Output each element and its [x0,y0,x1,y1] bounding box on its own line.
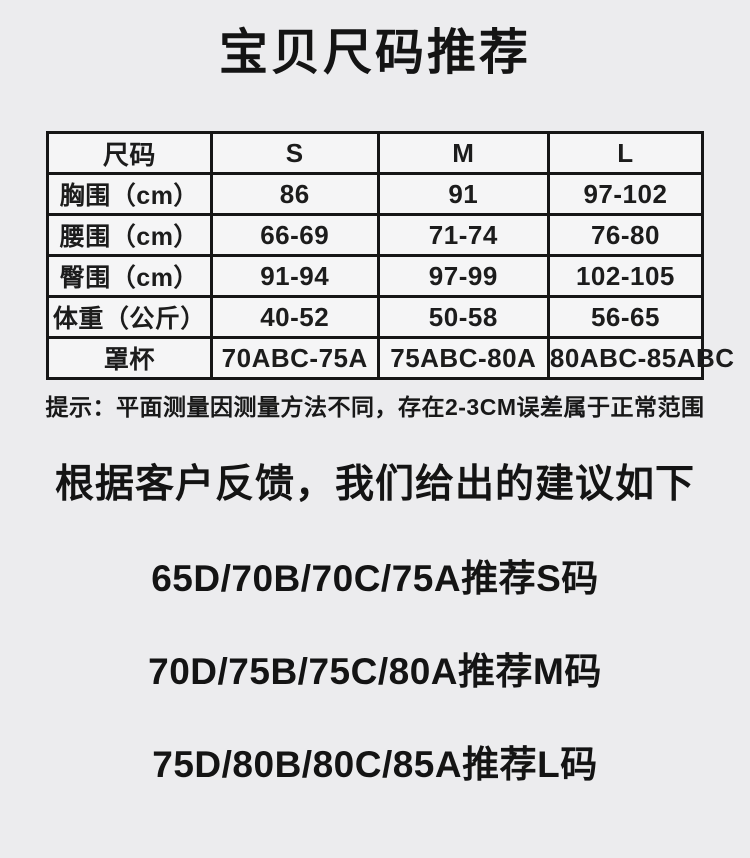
cell-weight-s: 40-52 [209,295,380,339]
measurement-tip-note: 提示：平面测量因测量方法不同，存在2-3CM误差属于正常范围 [45,394,705,420]
row-label-weight: 体重（公斤） [46,295,213,339]
cell-cup-s: 70ABC-75A [209,336,380,380]
recommendation-size-s: 65D/70B/70C/75A推荐S码 [151,558,599,599]
cell-waist-l: 76-80 [546,213,705,257]
cell-cup-m: 75ABC-80A [376,336,550,380]
recommendation-size-m: 70D/75B/75C/80A推荐M码 [148,651,602,692]
size-table-header-row: 尺码 S M L [46,131,705,175]
column-header-m: M [376,131,550,175]
cell-weight-m: 50-58 [376,295,550,339]
column-header-size: 尺码 [46,131,213,175]
row-label-waist: 腰围（cm） [46,213,213,257]
table-row-waist: 腰围（cm） 66-69 71-74 76-80 [46,213,705,257]
feedback-subtitle: 根据客户反馈，我们给出的建议如下 [54,463,695,506]
table-row-hip: 臀围（cm） 91-94 97-99 102-105 [46,254,705,298]
row-label-hip: 臀围（cm） [46,254,213,298]
row-label-bust: 胸围（cm） [46,172,213,216]
cell-bust-m: 91 [376,172,550,216]
column-header-l: L [546,131,705,175]
page-title: 宝贝尺码推荐 [218,26,531,80]
cell-bust-s: 86 [209,172,380,216]
cell-hip-l: 102-105 [546,254,705,298]
row-label-cup: 罩杯 [46,336,213,380]
cell-cup-l: 80ABC-85ABC [546,336,734,380]
table-row-cup: 罩杯 70ABC-75A 75ABC-80A 80ABC-85ABC [46,336,734,380]
column-header-s: S [209,131,380,175]
cell-waist-m: 71-74 [376,213,550,257]
table-row-bust: 胸围（cm） 86 91 97-102 [46,172,705,216]
cell-hip-m: 97-99 [376,254,550,298]
cell-weight-l: 56-65 [546,295,705,339]
cell-bust-l: 97-102 [546,172,705,216]
size-table: 尺码 S M L 胸围（cm） 86 91 97-102 腰围（cm） 66-6… [46,131,734,380]
cell-waist-s: 66-69 [209,213,380,257]
table-row-weight: 体重（公斤） 40-52 50-58 56-65 [46,295,705,339]
cell-hip-s: 91-94 [209,254,380,298]
recommendation-size-l: 75D/80B/80C/85A推荐L码 [152,744,598,785]
